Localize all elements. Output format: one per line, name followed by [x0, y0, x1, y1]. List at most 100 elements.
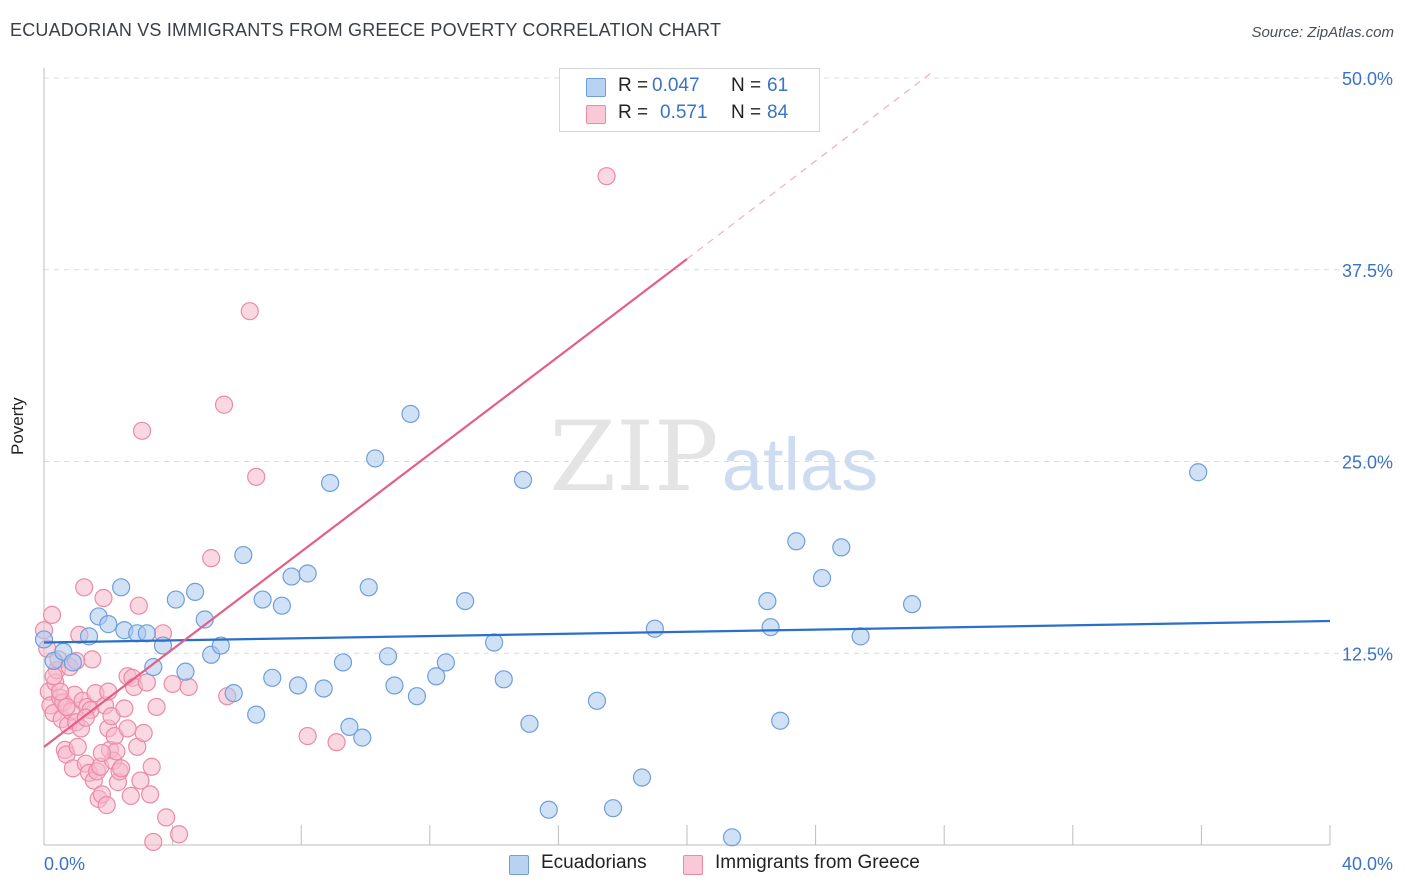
ecuadorian-point	[485, 633, 504, 652]
greece-point	[140, 785, 160, 804]
ecuadorian-point	[282, 567, 301, 586]
legend-r-label: R =	[618, 75, 649, 96]
greece-point	[179, 677, 198, 697]
greece-point	[92, 743, 111, 763]
legend-n-value: 84	[767, 102, 789, 123]
bottom-legend-swatch-blue	[509, 855, 529, 875]
greece-point	[118, 719, 137, 738]
greece-point	[142, 757, 161, 776]
ecuadorian-point	[427, 667, 446, 686]
ecuadorian-point	[298, 564, 317, 583]
ecuadorian-point	[272, 596, 292, 615]
ecuadorian-point	[224, 684, 243, 703]
ecuadorian-point	[851, 627, 870, 646]
greece-point	[298, 726, 317, 746]
greece-point	[83, 650, 102, 669]
legend-swatch-blue	[586, 78, 606, 97]
watermark-zip: ZIP	[549, 401, 718, 513]
ecuadorian-point	[211, 636, 230, 655]
ecuadorian-point	[632, 768, 652, 787]
ecuadorian-point	[137, 624, 156, 643]
ecuadorian-point	[166, 590, 185, 609]
ecuadorian-point	[144, 657, 163, 677]
ecuadorian-point	[761, 618, 780, 637]
greece-point	[131, 771, 150, 790]
ecuadorian-point	[288, 676, 308, 695]
ecuadorian-point	[234, 545, 253, 565]
greece-point	[76, 708, 95, 727]
greece-trend-line	[43, 258, 688, 748]
legend-n-label: N =	[731, 102, 762, 123]
ecuadorian-point	[436, 653, 455, 672]
ecuadorian-point	[603, 799, 623, 818]
ecuadorian-point	[353, 728, 372, 747]
legend-r-value: 0.047	[652, 75, 700, 96]
greece-point	[115, 699, 134, 718]
y-axis-label: Poverty	[8, 397, 27, 455]
greece-point	[97, 796, 116, 815]
legend-n-label: N =	[731, 75, 762, 96]
tick-labels: 12.5% 25.0% 37.5% 50.0% 0.0% 40.0%	[44, 69, 1393, 874]
ecuadorian-points	[34, 404, 1208, 847]
ecuadorian-point	[99, 615, 118, 634]
ecuadorian-point	[902, 595, 922, 614]
ecuadorian-point	[539, 800, 558, 819]
greece-point	[112, 759, 131, 778]
ecuadorian-point	[333, 653, 353, 672]
ecuadorian-point	[112, 578, 131, 597]
greece-point	[134, 723, 153, 743]
legend-r-value: 0.571	[660, 102, 708, 123]
greece-point	[44, 667, 63, 686]
greece-point	[132, 421, 152, 440]
correlation-legend: R = 0.047 N = 61 R = 0.571 N = 84	[559, 68, 820, 132]
ecuadorian-point	[314, 679, 333, 698]
greece-point	[121, 786, 140, 806]
ecuadorian-point	[378, 647, 398, 666]
zipatlas-watermark: ZIP atlas	[549, 401, 878, 513]
ecuadorian-point	[513, 470, 533, 490]
y-tick-label: 12.5%	[1342, 644, 1393, 664]
greece-point	[50, 682, 70, 701]
ecuadorian-point	[321, 473, 340, 493]
ecuadorian-point	[340, 717, 359, 736]
source-label: Source: ZipAtlas.com	[1251, 24, 1394, 41]
greece-point	[94, 588, 113, 608]
greece-point	[42, 605, 62, 625]
greece-point	[163, 674, 182, 694]
greece-point	[240, 302, 259, 321]
legend-swatch-pink	[586, 105, 606, 124]
legend-r-label: R =	[618, 102, 649, 123]
ecuadorian-point	[63, 653, 83, 672]
legend-n-value: 61	[767, 75, 789, 96]
greece-point	[214, 395, 234, 414]
ecuadorian-point	[645, 619, 664, 638]
ecuadorian-point	[758, 591, 777, 611]
y-tick-label: 50.0%	[1342, 69, 1393, 89]
greece-point	[75, 578, 94, 597]
axes	[43, 68, 1331, 846]
grid-lines	[44, 77, 1395, 654]
ecuadorian-point	[366, 449, 385, 468]
greece-point	[597, 167, 616, 186]
ecuadorian-point	[494, 670, 513, 689]
ecuadorian-point	[1189, 463, 1208, 482]
greece-point	[68, 737, 87, 756]
ecuadorian-point	[771, 711, 790, 730]
ecuadorian-point	[407, 687, 427, 706]
chart-title: ECUADORIAN VS IMMIGRANTS FROM GREECE POV…	[10, 20, 722, 40]
ecuadorian-trend-line	[43, 619, 1331, 644]
ecuadorian-point	[401, 404, 420, 424]
ecuadorian-point	[253, 590, 272, 609]
ecuadorian-point	[456, 591, 475, 611]
ecuadorian-point	[812, 568, 832, 588]
greece-point	[57, 697, 76, 717]
ecuadorian-point	[832, 538, 851, 557]
greece-point	[157, 808, 176, 827]
x-tick-label: 40.0%	[1342, 854, 1393, 874]
greece-point	[147, 697, 166, 717]
greece-point	[327, 733, 346, 752]
ecuadorian-point	[587, 691, 607, 710]
greece-point	[129, 596, 148, 615]
bottom-legend-label: Immigrants from Greece	[715, 852, 920, 873]
